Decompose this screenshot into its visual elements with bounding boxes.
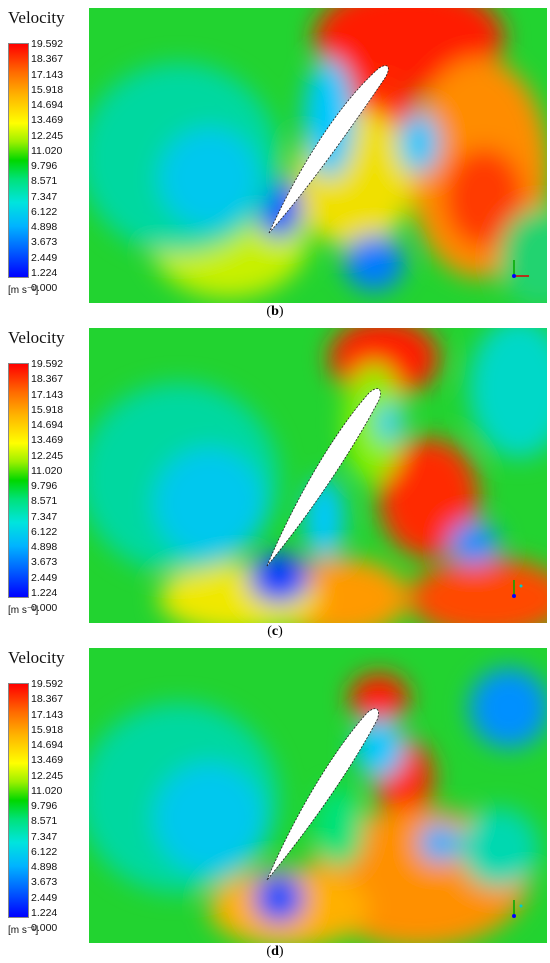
caption-d: (d) (266, 944, 284, 959)
contour-d (89, 648, 547, 943)
caption-b: (b) (266, 304, 284, 319)
legend-tick-label: 19.592 (31, 38, 64, 50)
axis-triad-icon (512, 900, 523, 918)
legend-unit: [m s⁻¹] (8, 285, 39, 296)
legend-tick-label: 8.571 (31, 175, 58, 188)
axis-triad-icon (512, 260, 529, 278)
legend-title: Velocity (8, 648, 65, 667)
legend-tick-label: 6.122 (31, 525, 58, 538)
legend-tick-label: 2.449 (31, 891, 58, 904)
legend-tick-label: 13.469 (31, 434, 64, 447)
legend-tick-label: 8.571 (31, 815, 58, 828)
legend-tick-label: 9.796 (31, 800, 58, 812)
color-bar (8, 43, 29, 278)
legend-tick-label: 11.020 (31, 144, 63, 157)
color-bar (8, 683, 29, 918)
legend-tick-label: 18.367 (31, 373, 64, 386)
legend-tick-label: 17.143 (31, 708, 64, 721)
legend-tick-label: 6.122 (31, 205, 58, 218)
panel-b: Velocity 19.592 18.367 17.143 15.918 14.694 1… (0, 0, 550, 320)
legend-ticks: 19.592 18.367 17.143 15.918 14.694 13.469 12.2… (31, 38, 91, 294)
legend-tick-label: 4.898 (31, 861, 58, 873)
legend-ticks: 19.592 18.367 17.143 15.918 14.694 13.469 12.2… (31, 358, 91, 614)
legend-tick-label: 4.898 (31, 221, 58, 233)
legend-tick-label: 12.245 (31, 129, 64, 142)
legend-tick-label: 19.592 (31, 678, 64, 690)
legend-tick-label: 15.918 (31, 723, 64, 736)
legend-tick-label: 7.347 (31, 830, 58, 843)
panel-d: Velocity 19.592 18.367 17.143 15.918 14.694 1… (0, 640, 550, 960)
legend-tick-label: 17.143 (31, 68, 64, 81)
legend-tick-label: 15.918 (31, 403, 64, 416)
legend-unit: [m s⁻¹] (8, 925, 39, 936)
legend-tick-label: 1.224 (31, 906, 58, 919)
legend-tick-label: 18.367 (31, 53, 64, 66)
legend-tick-label: 12.245 (31, 449, 64, 462)
caption-c: (c) (267, 624, 283, 639)
legend-tick-label: 13.469 (31, 114, 64, 127)
legend-ticks: 19.592 18.367 17.143 15.918 14.694 13.469 12.2… (31, 678, 91, 934)
contour-b (89, 8, 547, 303)
legend-tick-label: 0.000 (31, 282, 58, 294)
axis-triad-icon (512, 580, 523, 598)
legend-tick-label: 0.000 (31, 922, 58, 934)
legend-tick-label: 15.918 (31, 83, 64, 96)
legend-tick-label: 11.020 (31, 784, 63, 797)
legend-tick-label: 2.449 (31, 571, 58, 584)
panel-c: Velocity 19.592 18.367 17.143 15.918 14.694 1… (0, 320, 550, 640)
legend-tick-label: 9.796 (31, 480, 58, 492)
legend-tick-label: 4.898 (31, 541, 58, 553)
velocity-contour-plot (89, 328, 547, 623)
legend-tick-label: 19.592 (31, 358, 64, 370)
legend-tick-label: 11.020 (31, 464, 63, 477)
contour-c (89, 328, 547, 623)
legend-tick-label: 7.347 (31, 190, 58, 203)
legend-tick-label: 0.000 (31, 602, 58, 614)
legend-tick-label: 6.122 (31, 845, 58, 858)
velocity-contour-plot (89, 8, 547, 303)
legend-tick-label: 3.673 (31, 876, 58, 889)
legend-tick-label: 17.143 (31, 388, 64, 401)
legend-tick-label: 14.694 (31, 739, 64, 751)
legend-tick-label: 3.673 (31, 556, 58, 569)
legend-tick-label: 13.469 (31, 754, 64, 767)
legend-tick-label: 9.796 (31, 160, 58, 172)
legend-tick-label: 18.367 (31, 693, 64, 706)
legend-tick-label: 8.571 (31, 495, 58, 508)
legend-tick-label: 3.673 (31, 236, 58, 249)
legend-unit: [m s⁻¹] (8, 605, 39, 616)
legend-tick-label: 1.224 (31, 266, 58, 279)
color-bar (8, 363, 29, 598)
legend-tick-label: 12.245 (31, 769, 64, 782)
legend-tick-label: 2.449 (31, 251, 58, 264)
legend-tick-label: 14.694 (31, 99, 64, 111)
legend-title: Velocity (8, 8, 65, 27)
legend-tick-label: 14.694 (31, 419, 64, 431)
legend-tick-label: 7.347 (31, 510, 58, 523)
velocity-contour-plot (89, 648, 547, 943)
legend-tick-label: 1.224 (31, 586, 58, 599)
legend-title: Velocity (8, 328, 65, 347)
